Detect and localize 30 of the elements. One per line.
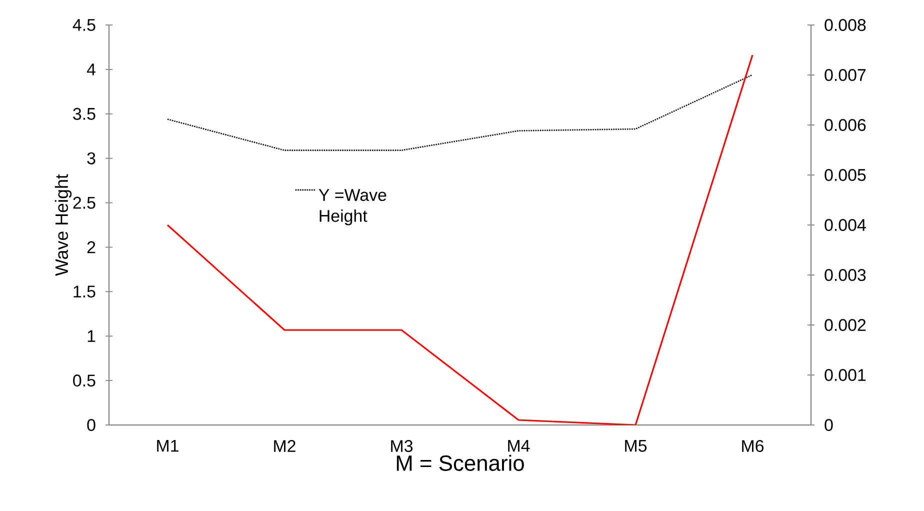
x-axis-title: M = Scenario [396, 454, 524, 471]
y-axis-title: Wave Height [54, 174, 72, 276]
y-tick-label: 4 [86, 64, 96, 76]
y-tick-label: 0 [87, 419, 96, 431]
y-tick-label: 0.5 [73, 374, 96, 387]
y2-tick-label: 0 [824, 419, 833, 431]
y-tick-label: 3.5 [73, 108, 96, 120]
y-tick-label: 1.5 [74, 286, 96, 298]
y2-tick-label: 0.003 [824, 269, 866, 282]
x-tick-label: M6 [742, 440, 764, 452]
y-tick-label: 2 [87, 241, 96, 254]
x-tick-label: M1 [157, 440, 178, 452]
y2-tick-label: 0.008 [824, 19, 866, 32]
line-series [166, 74, 754, 151]
y2-tick-label: 0.004 [824, 219, 866, 232]
y2-tick-label: 0.006 [824, 119, 866, 132]
x-tick-label: M4 [508, 440, 530, 452]
y2-tick-label: 0.005 [824, 169, 866, 182]
x-tick-label: M3 [391, 440, 413, 452]
x-tick-label: M5 [625, 440, 647, 452]
y2-tick-label: 0.007 [824, 69, 866, 82]
x-tick-label: M2 [274, 440, 296, 452]
y2-tick-label: 0.001 [824, 369, 866, 381]
line-series [166, 54, 754, 425]
y-tick-label: 1 [88, 330, 96, 342]
y2-tick-label: 0.002 [824, 319, 866, 332]
legend-label: Y =Wave Height [318, 189, 386, 226]
y-tick-label: 4.5 [72, 19, 96, 31]
y-tick-label: 3 [87, 152, 96, 164]
y-tick-label: 2.5 [73, 196, 96, 209]
